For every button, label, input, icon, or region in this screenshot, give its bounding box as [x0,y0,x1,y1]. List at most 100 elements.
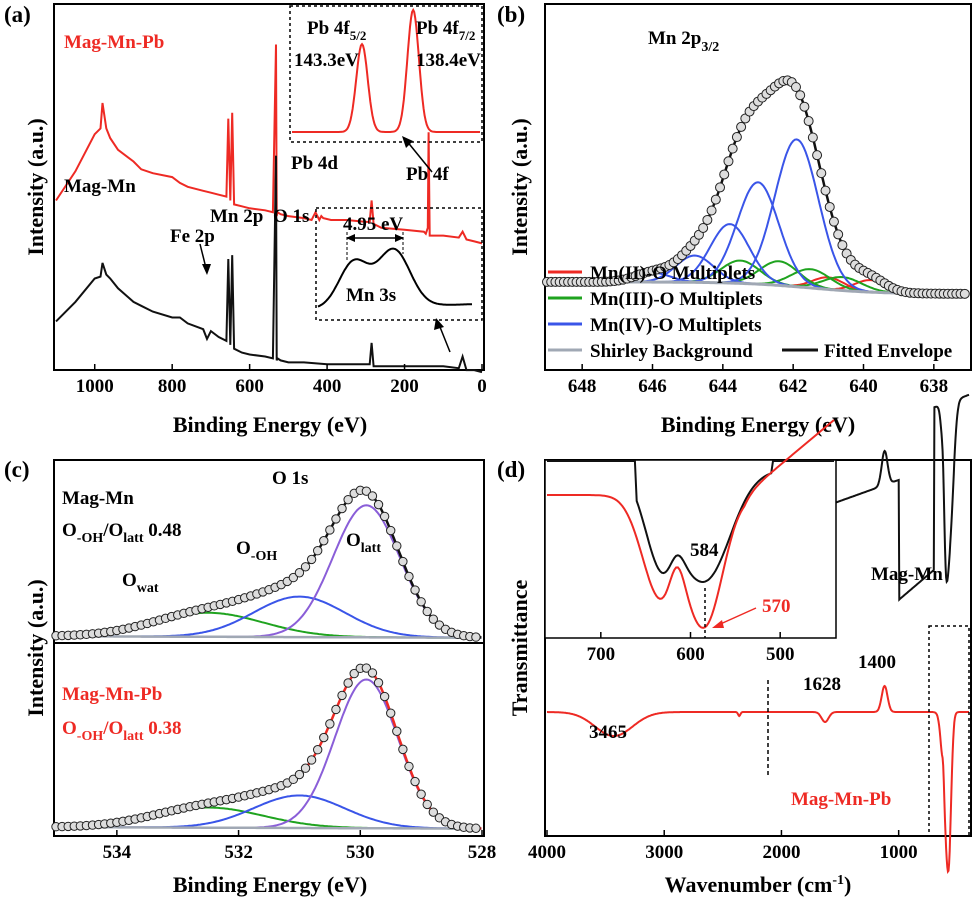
inset-x-tick-label: 600 [676,644,705,665]
panel-b-x-tick-label: 648 [568,376,597,397]
o1s-data-point [416,789,426,799]
panel-c-bottom-name: Mag-Mn-Pb [62,684,162,705]
inset-pb4f-curve [292,7,480,133]
o1s-background [56,825,482,830]
o1s-data-point [361,486,372,496]
zoom-box [928,625,970,837]
mn3s-arrowhead-right [395,234,404,242]
panel-a: (a) 1000 800 600 400 200 0 Binding Energy (eV… [4,2,487,437]
mn2p-data-point [727,143,738,154]
label-owat: Owat [122,570,159,596]
inset-pb-label-right: Pb 4f7/2 [416,18,475,43]
o1s-data-point [373,678,384,688]
panel-c-x-tick-label: 534 [103,842,132,863]
panel-c-label: (c) [4,457,30,482]
label-olatt: Olatt [346,530,381,556]
o1s-data-point [343,494,353,505]
mn2p-data-point [736,121,747,132]
fe2p-arrowhead [202,264,211,275]
o1s-data-point [373,499,384,510]
panel-a-x-tick-label: 0 [477,376,487,397]
o1s-data-point [319,732,329,743]
mn2p-data-point [702,214,713,225]
mn2p-data-point [959,288,970,299]
mn2p-data-point [719,169,730,180]
legend-shirley: Shirley Background [590,341,753,362]
label-o1s: O 1s [273,206,309,227]
o1s-data-point [294,568,305,578]
mn2p-data-point [790,81,801,92]
o1s-data-point [343,678,353,688]
o1s-data-point [306,755,317,765]
o1s-data-point [325,719,335,729]
mn2p-data-point [799,101,810,112]
mn2p-data-point [723,156,734,167]
panel-a-label: (a) [4,2,31,27]
legend-envelope: Fitted Envelope [824,341,952,362]
inset-label-584: 584 [690,540,719,561]
o1s-data-point [306,554,317,565]
panel-c-x-tick-label: 528 [468,842,497,863]
mn2p-data-point [706,205,717,216]
o1s-data-point [416,597,426,607]
o1s-data-point [379,691,390,702]
inset-mn3s-frame [315,207,483,321]
mn3s-splitting: 4.95 eV [343,214,403,235]
panel-c-frame [53,459,485,837]
mn2p-data-point [816,168,827,179]
legend-mn2: Mn(II)-O Multiplets [590,263,755,284]
panel-c-bottom-ratio: O-OH/Olatt 0.38 [62,718,182,744]
panel-c: (c) 534 532 530 528 O 1s Binding Energy (eV… [4,457,496,897]
mn2p-data-point [824,201,835,212]
label-3465: 3465 [589,722,627,743]
mn2p-data-point [833,229,844,240]
panel-b-x-tick-label: 646 [638,376,667,397]
o1s-data-point [379,511,390,522]
inset-pb4f-frame [289,5,483,143]
mn2p-data-point [812,150,823,161]
label-ooh: O-OH [236,538,277,564]
o1s-data-point [471,823,481,833]
panel-c-x-tick-label: 530 [346,842,375,863]
o1s-data-point [300,562,311,572]
series-mag-mn-survey [55,155,483,374]
label-mag-mn-pb: Mag-Mn-Pb [64,32,164,53]
panel-d: (d) Mag-Mn Mag-Mn-Pb 3465 1628 1400 4000… [497,393,972,897]
o1s-data-point [312,745,323,755]
o1s-data-point [300,763,311,773]
o1s-data-point [386,708,396,718]
panel-c-top-name: Mag-Mn [62,488,134,509]
o1s-data-point [422,606,432,617]
label-1628: 1628 [803,674,841,695]
panel-b-x-tick-label: 644 [709,376,738,397]
panel-b-x-tick-label: 642 [779,376,808,397]
mn2p-data-point [807,132,818,143]
inset-arrowhead-570 [712,620,724,628]
panel-d-x-tick-label: 4000 [528,842,566,863]
mn3s-arrowhead-left [346,234,355,242]
panel-a-ylabel: Intensity (a.u.) [23,118,48,256]
panel-d-label: (d) [497,457,525,482]
mn2p-data-point [837,240,848,251]
mn2p-data-point [828,216,839,227]
o1s-data-point [398,744,408,755]
label-d-magmn: Mag-Mn [871,564,943,585]
o1s-data-point [392,726,402,736]
series-mag-mn-pb-survey [55,44,483,245]
panel-a-xlabel: Binding Energy (eV) [173,412,367,437]
panel-a-x-tick-label: 400 [313,376,342,397]
mn2p-data-point [715,182,726,193]
inset-label-570: 570 [762,596,791,617]
panel-c-ylabel: Intensity (a.u.) [23,579,48,717]
o1s-data-point [386,525,396,536]
panel-d-x-tick-label: 2000 [762,842,800,863]
o1s-data-point [471,632,481,642]
legend-mn3: Mn(III)-O Multiplets [590,289,763,310]
o1s-data-point [361,663,372,673]
o1s-data-point [294,769,305,780]
o1s-background [56,635,482,639]
panel-c-x-tick-label: 532 [224,842,253,863]
o1s-data-point [404,571,414,582]
o1s-data-point [288,572,299,583]
inset-pb-value-left: 143.3eV [294,50,359,71]
